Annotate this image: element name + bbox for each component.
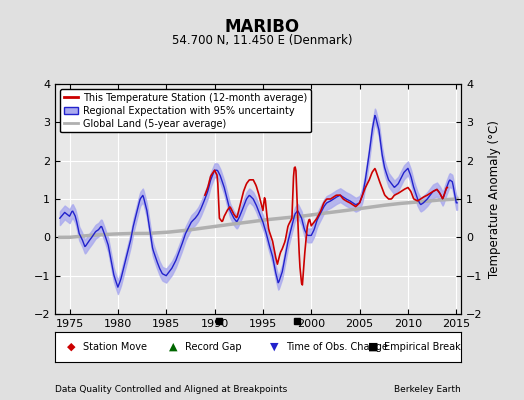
Text: ▲: ▲ [169, 342, 177, 352]
Text: Record Gap: Record Gap [185, 342, 242, 352]
Legend: This Temperature Station (12-month average), Regional Expectation with 95% uncer: This Temperature Station (12-month avera… [60, 89, 311, 132]
Text: Station Move: Station Move [83, 342, 147, 352]
Text: Data Quality Controlled and Aligned at Breakpoints: Data Quality Controlled and Aligned at B… [55, 385, 287, 394]
Text: ◆: ◆ [67, 342, 75, 352]
Text: ■: ■ [368, 342, 378, 352]
Text: MARIBO: MARIBO [224, 18, 300, 36]
Y-axis label: Temperature Anomaly (°C): Temperature Anomaly (°C) [488, 120, 501, 278]
Text: 54.700 N, 11.450 E (Denmark): 54.700 N, 11.450 E (Denmark) [172, 34, 352, 47]
Text: Time of Obs. Change: Time of Obs. Change [287, 342, 388, 352]
Text: Berkeley Earth: Berkeley Earth [395, 385, 461, 394]
Text: ▼: ▼ [270, 342, 279, 352]
Text: Empirical Break: Empirical Break [384, 342, 461, 352]
